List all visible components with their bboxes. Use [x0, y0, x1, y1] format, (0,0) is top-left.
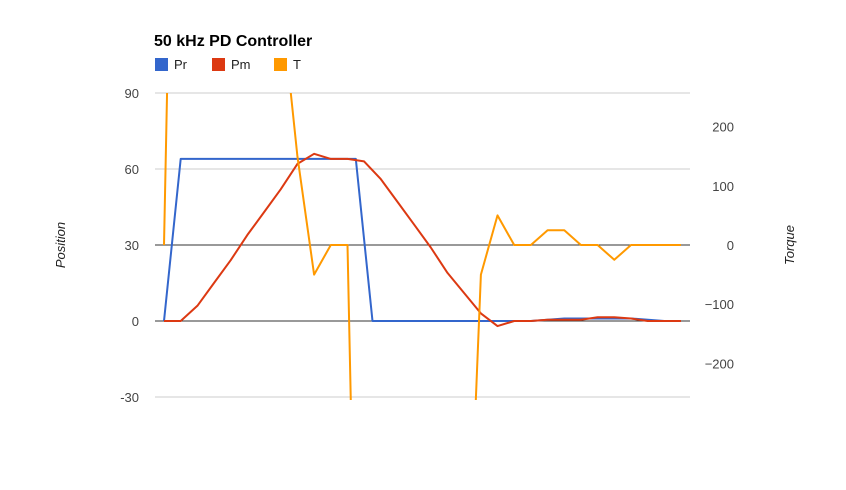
legend-swatch-pr	[155, 58, 168, 71]
chart-title: 50 kHz PD Controller	[154, 33, 312, 50]
y2-axis-title: Torque	[782, 225, 797, 265]
y-axis-title: Position	[53, 222, 68, 268]
legend-label-pr: Pr	[174, 57, 188, 72]
y2-tick-label: 0	[727, 238, 734, 253]
series-line-pr	[163, 157, 681, 322]
y-axis-ticks: 90 60 30 0 -30	[120, 86, 139, 405]
legend[interactable]: Pr Pm T	[155, 57, 301, 72]
y2-tick-label: 200	[712, 120, 734, 135]
legend-label-t: T	[293, 57, 301, 72]
y-tick-label: 90	[125, 86, 139, 101]
y-tick-label: -30	[120, 390, 139, 405]
legend-swatch-t	[274, 58, 287, 71]
y2-axis-ticks: 200 100 0 −100 −200	[705, 120, 734, 372]
legend-label-pm: Pm	[231, 57, 251, 72]
y-tick-label: 60	[125, 162, 139, 177]
gridlines	[155, 92, 690, 398]
y2-tick-label: −200	[705, 356, 734, 371]
series-line-t	[163, 93, 681, 400]
y-tick-label: 0	[132, 314, 139, 329]
y2-tick-label: 100	[712, 179, 734, 194]
series-line-pm	[164, 152, 681, 328]
series-lines	[163, 93, 681, 400]
y-tick-label: 30	[125, 238, 139, 253]
y2-tick-label: −100	[705, 297, 734, 312]
legend-swatch-pm	[212, 58, 225, 71]
